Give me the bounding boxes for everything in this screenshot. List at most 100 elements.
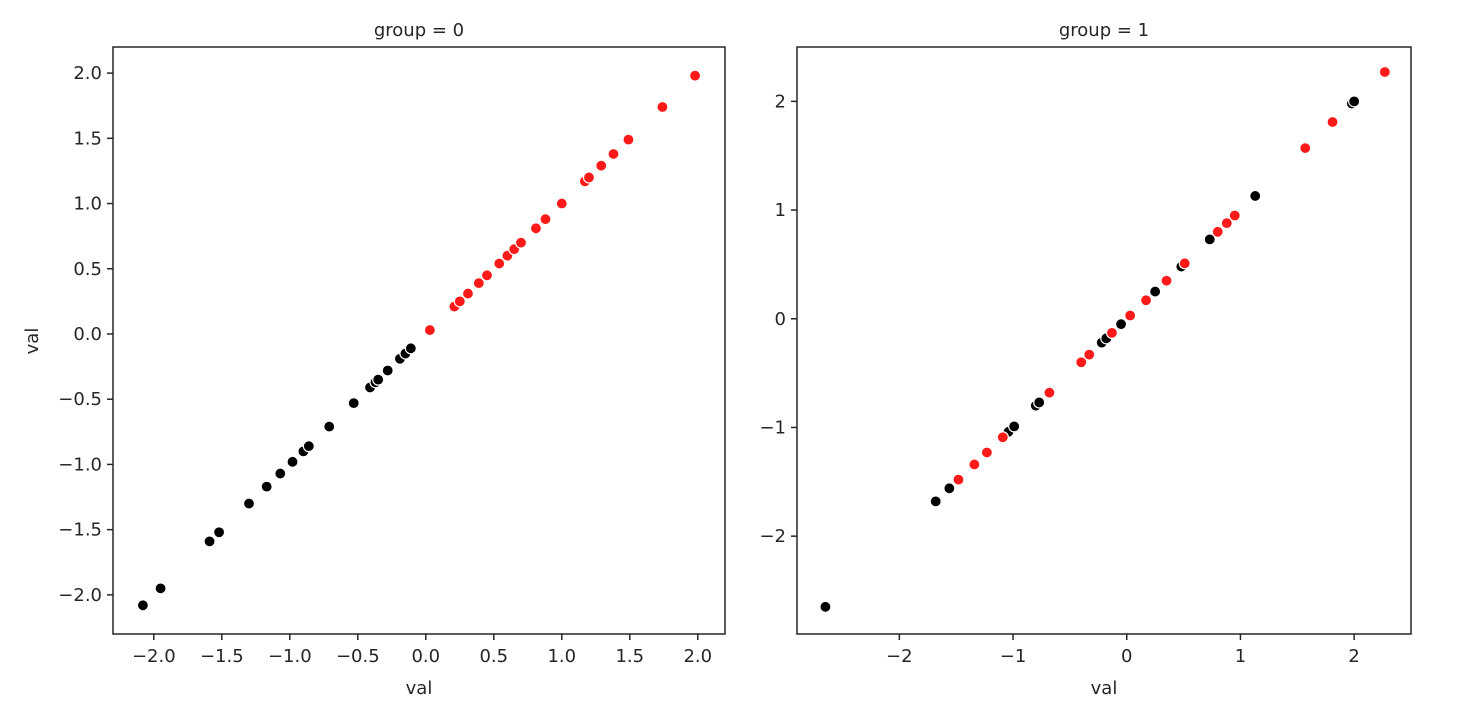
y-tick-label: 2.0: [73, 63, 102, 84]
y-tick-label: −1: [759, 417, 786, 438]
data-point: [1149, 285, 1162, 298]
data-point: [381, 364, 394, 377]
data-point: [1220, 217, 1233, 230]
x-tick-label: 1.5: [615, 646, 644, 667]
y-tick-label: −0.5: [58, 389, 102, 410]
y-tick-label: −1.5: [58, 520, 102, 541]
data-point: [1083, 348, 1096, 361]
data-point: [1139, 294, 1153, 307]
x-ticks: −2 −1 0 1 2: [886, 634, 1360, 667]
data-point: [323, 420, 336, 433]
scatter-points: [819, 65, 1391, 613]
data-point: [529, 222, 543, 235]
y-tick-label: 0.0: [73, 324, 102, 345]
data-point: [688, 69, 702, 82]
data-point: [404, 342, 417, 355]
data-point: [1203, 233, 1216, 246]
data-point: [1178, 257, 1191, 270]
data-point: [461, 287, 475, 300]
data-point: [514, 236, 528, 249]
x-tick-label: −1.0: [268, 646, 312, 667]
data-point: [1211, 225, 1224, 238]
data-point: [1008, 420, 1021, 433]
data-point: [1075, 356, 1088, 369]
data-point: [968, 458, 981, 471]
data-point: [980, 446, 993, 459]
subplot-title: group = 1: [1059, 20, 1149, 41]
y-tick-label: 1.5: [73, 128, 102, 149]
data-point: [212, 526, 226, 539]
y-tick-label: 0: [775, 309, 786, 330]
y-tick-label: 0.5: [73, 259, 102, 280]
y-ticks: −2 −1 0 1 2: [759, 91, 797, 547]
plot-frame: [796, 46, 1412, 635]
y-tick-label: 2: [775, 91, 786, 112]
y-tick-label: −1.0: [58, 454, 102, 475]
x-tick-label: −1.5: [200, 646, 244, 667]
x-axis-label: val: [1091, 678, 1118, 699]
data-point: [929, 495, 942, 508]
data-point: [1105, 326, 1119, 339]
data-point: [453, 295, 466, 308]
data-point: [595, 159, 608, 172]
x-axis-label: val: [406, 678, 433, 699]
x-tick-label: 0.5: [479, 646, 508, 667]
data-point: [996, 431, 1009, 444]
data-point: [260, 480, 273, 493]
data-point: [472, 277, 485, 290]
data-point: [952, 473, 965, 486]
y-tick-label: 1.0: [73, 194, 102, 215]
data-point: [480, 269, 494, 282]
data-point: [302, 440, 315, 453]
y-axis-label: val: [22, 328, 43, 355]
subplot-group-1: group = 1 val −2 −1 0 1 2 −2 −1 0 1 2: [759, 20, 1412, 699]
data-point: [1348, 95, 1361, 108]
data-point: [1160, 274, 1173, 287]
data-point: [656, 100, 669, 114]
x-tick-label: −2.0: [132, 646, 176, 667]
data-point: [136, 599, 150, 612]
data-point: [539, 213, 552, 226]
data-point: [1249, 189, 1262, 203]
data-point: [203, 535, 216, 548]
x-ticks: −2.0 −1.5 −1.0 −0.5 0.0 0.5 1.0 1.5 2.0: [132, 634, 712, 667]
x-tick-label: 1.0: [547, 646, 576, 667]
data-point: [1033, 396, 1046, 409]
subplot-title: group = 0: [374, 20, 464, 41]
data-point: [242, 497, 256, 510]
data-point: [154, 582, 167, 595]
y-tick-label: −2: [759, 526, 786, 547]
data-point: [372, 373, 385, 386]
x-tick-label: −1: [1000, 646, 1027, 667]
x-tick-label: 2.0: [683, 646, 712, 667]
data-point: [347, 397, 360, 410]
y-tick-label: 1: [775, 200, 786, 221]
data-point: [1299, 141, 1312, 155]
x-tick-label: 2: [1348, 646, 1359, 667]
data-point: [286, 455, 299, 468]
y-tick-label: −2.0: [58, 585, 102, 606]
data-point: [582, 171, 596, 184]
x-tick-label: 1: [1235, 646, 1246, 667]
subplot-group-0: group = 0 val val −2.0 −1.5 −1.0 −0.5 0.0 0.5…: [22, 20, 726, 699]
x-tick-label: 0.0: [411, 646, 440, 667]
data-point: [943, 482, 956, 495]
data-point: [819, 600, 832, 613]
data-point: [1124, 309, 1137, 322]
y-ticks: −2.0 −1.5 −1.0 −0.5 0.0 0.5 1.0 1.5 2.0: [58, 63, 113, 606]
x-tick-label: −0.5: [336, 646, 380, 667]
data-point: [1114, 318, 1128, 331]
data-point: [555, 197, 568, 210]
data-point: [1228, 209, 1241, 222]
plot-frame: [112, 46, 726, 635]
data-point: [607, 147, 620, 161]
scatter-points: [136, 69, 702, 612]
data-point: [274, 467, 287, 480]
data-point: [423, 323, 436, 337]
data-point: [493, 257, 506, 270]
data-point: [1043, 386, 1056, 399]
data-point: [1378, 65, 1391, 79]
x-tick-label: −2: [886, 646, 913, 667]
